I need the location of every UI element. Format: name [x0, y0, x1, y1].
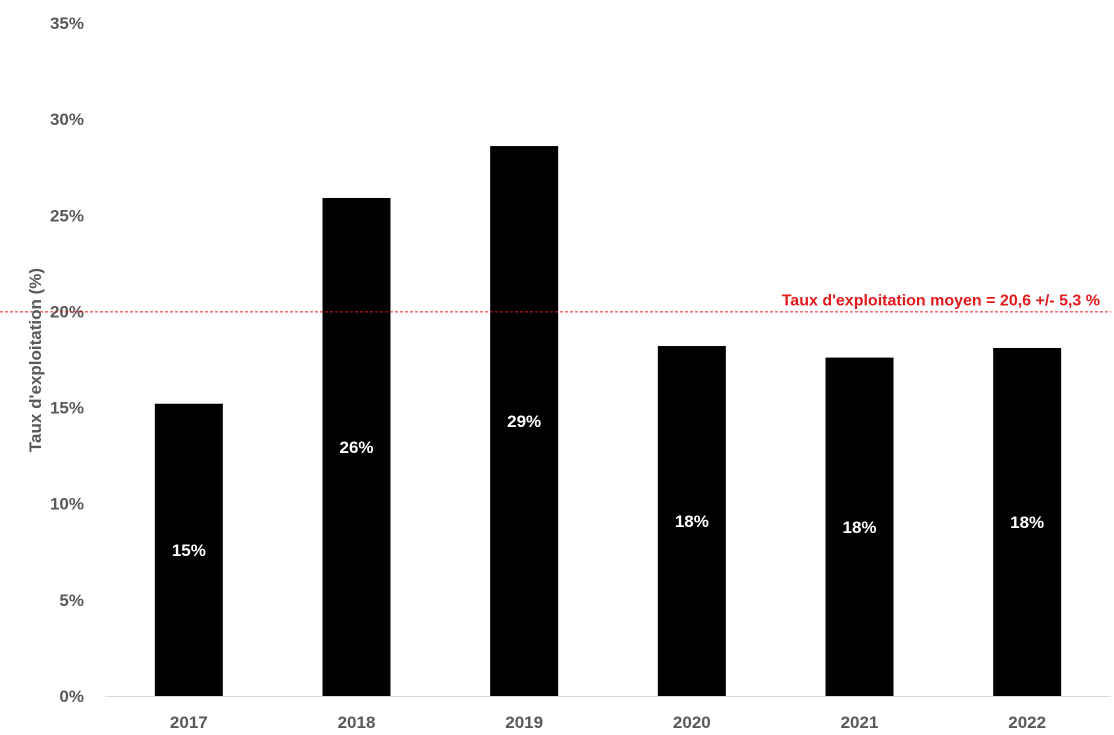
reference-line-group: Taux d'exploitation moyen = 20,6 +/- 5,3…: [0, 292, 1111, 313]
y-tick-label: 35%: [50, 14, 84, 33]
bar-data-label: 18%: [1010, 513, 1044, 532]
bar: [657, 346, 726, 696]
bar-data-label: 26%: [339, 438, 373, 457]
bar-data-label: 18%: [842, 518, 876, 537]
x-tick-label: 2022: [1008, 713, 1046, 732]
x-tick-label: 2020: [673, 713, 711, 732]
bar-data-label: 18%: [675, 512, 709, 531]
bar: [993, 347, 1062, 696]
bar-data-label: 29%: [507, 412, 541, 431]
x-axis-labels: 2017 2018 2019 2020 2021 2022: [170, 713, 1046, 732]
bar-data-label: 15%: [172, 541, 206, 560]
x-tick-label: 2021: [841, 713, 879, 732]
mean-reference-label: Taux d'exploitation moyen = 20,6 +/- 5,3…: [782, 292, 1100, 309]
bar: [825, 357, 894, 696]
x-tick-label: 2018: [338, 713, 376, 732]
bar: [322, 197, 391, 697]
y-axis: 0%5%10%15%20%25%30%35%: [50, 14, 84, 706]
y-tick-label: 15%: [50, 399, 84, 418]
y-tick-label: 30%: [50, 110, 84, 129]
y-axis-title: Taux d'exploitation (%): [26, 268, 45, 452]
bars: 15% 26% 29% 18% 18% 18%: [154, 146, 1062, 697]
y-tick-label: 0%: [59, 687, 84, 706]
bar: [154, 403, 223, 696]
bar: [490, 146, 559, 696]
y-tick-label: 25%: [50, 206, 84, 225]
x-tick-label: 2017: [170, 713, 208, 732]
y-tick-label: 10%: [50, 495, 84, 514]
y-tick-label: 5%: [59, 591, 84, 610]
x-tick-label: 2019: [505, 713, 543, 732]
